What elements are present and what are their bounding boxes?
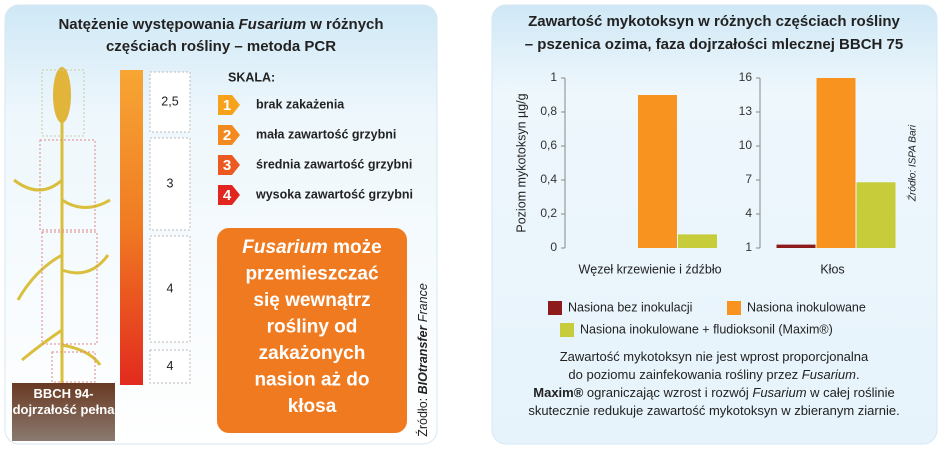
- legend-label: Nasiona inokulowane + fludioksonil (Maxi…: [580, 322, 833, 336]
- scale-label: wysoka zawartość grzybni: [255, 187, 413, 201]
- level-box: [149, 235, 191, 343]
- bar: [776, 244, 816, 248]
- level-label: 3: [167, 176, 174, 190]
- legend-swatch: [560, 323, 574, 337]
- scale-number: 1: [223, 97, 231, 114]
- note-line: do poziomu zainfekowania rośliny przez F…: [568, 367, 859, 382]
- y-tick-label: 1: [745, 240, 752, 254]
- legend-swatch: [548, 301, 562, 315]
- y-tick-label: 10: [739, 138, 753, 152]
- box-text: przemieszczać: [245, 264, 379, 285]
- left-title: Natężenie występowania Fusarium w różnyc…: [58, 16, 383, 33]
- box-text: rośliny od: [267, 317, 358, 338]
- left-title: częściach rośliny – metoda PCR: [106, 38, 336, 55]
- bbch-box: [12, 383, 115, 441]
- bar: [816, 78, 856, 248]
- note-line-part: Maxim®: [533, 385, 583, 400]
- legend-label: Nasiona bez inokulacji: [568, 300, 692, 314]
- note-line-part: Zawartość mykotoksyn nie jest wprost pro…: [560, 349, 869, 364]
- y-axis-label: Poziom mykotoksyn µg/g: [514, 93, 528, 232]
- note-line: Zawartość mykotoksyn nie jest wprost pro…: [560, 349, 869, 364]
- bbch-label: BBCH 94- dojrzałość pełna: [12, 386, 115, 417]
- left-title-part: w różnych: [306, 16, 384, 33]
- scale-label: brak zakażenia: [256, 97, 345, 111]
- level-label: 4: [167, 359, 174, 373]
- legend-swatch: [727, 301, 741, 315]
- scale-arrow: [218, 95, 240, 115]
- note-line: Maxim® ograniczając wzrost i rozwój Fusa…: [533, 385, 894, 400]
- y-tick-label: 4: [745, 206, 752, 220]
- box-text-part: nasion aż do: [254, 370, 369, 391]
- level-box: [149, 71, 191, 133]
- box-text-part: kłosa: [288, 396, 337, 417]
- note-line-part: Fusarium: [802, 367, 856, 382]
- orange-box: [217, 228, 407, 433]
- scale-arrow: [218, 155, 240, 175]
- y-tick-label: 0,2: [540, 206, 557, 220]
- right-title: – pszenica ozima, faza dojrzałości mlecz…: [525, 36, 903, 53]
- left-title-part: częściach rośliny – metoda PCR: [106, 38, 336, 55]
- y-tick-label: 1: [550, 70, 557, 84]
- box-text: zakażonych: [259, 343, 366, 364]
- bar: [638, 95, 677, 248]
- gradient-bar: [120, 70, 143, 385]
- level-label: 4: [167, 281, 174, 295]
- box-text-part: może: [328, 237, 382, 258]
- y-tick-label: 0,6: [540, 138, 557, 152]
- box-text: nasion aż do: [254, 370, 369, 391]
- box-text-part: zakażonych: [259, 343, 366, 364]
- box-text: kłosa: [288, 396, 337, 417]
- box-text-part: Fusarium: [242, 237, 328, 258]
- note-line-part: .: [856, 367, 860, 382]
- bar: [678, 234, 717, 248]
- level-box: [149, 349, 191, 384]
- wheat-ear: [53, 67, 71, 123]
- box-text: się wewnątrz: [253, 290, 370, 311]
- box-text-part: przemieszczać: [245, 264, 379, 285]
- note-line-part: w całej roślinie: [807, 385, 895, 400]
- note-line-part: Fusarium: [752, 385, 806, 400]
- x-category-label: Kłos: [820, 262, 844, 276]
- y-tick-label: 16: [739, 70, 753, 84]
- scale-number: 2: [223, 127, 231, 144]
- right-title: Zawartość mykotoksyn w różnych częściach…: [528, 13, 900, 30]
- left-title-part: Fusarium: [239, 16, 307, 33]
- scale-label: mała zawartość grzybni: [256, 127, 396, 141]
- source-left: Źródło: BIOtransfer France: [415, 283, 430, 437]
- source-right: Źródło: ISPA Bari: [906, 124, 919, 202]
- y-tick-label: 13: [739, 104, 753, 118]
- note-line: skutecznie redukuje zawartość mykotoksyn…: [528, 403, 899, 418]
- y-tick-label: 0,8: [540, 104, 557, 118]
- level-label: 2,5: [161, 94, 178, 108]
- box-text: Fusarium może: [242, 237, 381, 258]
- left-title-part: Natężenie występowania: [58, 16, 238, 33]
- scale-title: SKALA:: [228, 70, 275, 84]
- y-tick-label: 7: [745, 172, 752, 186]
- note-line-part: skutecznie redukuje zawartość mykotoksyn…: [528, 403, 899, 418]
- plant-part-boxes: [39, 69, 98, 383]
- scale-label: średnia zawartość grzybni: [256, 157, 412, 171]
- x-category-label: Węzeł krzewienie i źdźbło: [578, 262, 721, 276]
- y-tick-label: 0,4: [540, 172, 557, 186]
- scale-number: 3: [223, 157, 231, 174]
- box-text-part: rośliny od: [267, 317, 358, 338]
- box-text-part: się wewnątrz: [253, 290, 370, 311]
- scale-arrow: [218, 125, 240, 145]
- scale-arrow: [218, 185, 240, 205]
- scale-number: 4: [223, 187, 232, 204]
- level-box: [149, 137, 191, 231]
- note-line-part: do poziomu zainfekowania rośliny przez: [568, 367, 801, 382]
- y-tick-label: 0: [550, 240, 557, 254]
- bar: [856, 182, 896, 248]
- note-line-part: ograniczając wzrost i rozwój: [583, 385, 752, 400]
- legend-label: Nasiona inokulowane: [747, 300, 866, 314]
